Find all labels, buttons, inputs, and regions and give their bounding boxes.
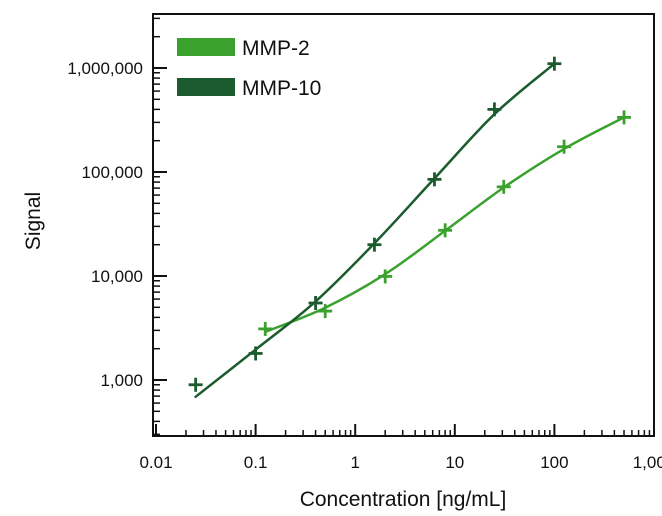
data-point-mmp-10 bbox=[427, 172, 442, 187]
x-tick-label: 0.1 bbox=[244, 453, 268, 472]
fit-curve-mmp-10 bbox=[194, 62, 556, 399]
legend-label-mmp-10: MMP-10 bbox=[242, 77, 321, 100]
x-tick-label: 1,000 bbox=[633, 453, 662, 472]
data-point-mmp-10 bbox=[188, 377, 203, 392]
fit-curves bbox=[194, 62, 626, 399]
data-point-mmp-2 bbox=[496, 179, 511, 194]
y-tick-label: 1,000,000 bbox=[67, 59, 143, 78]
data-point-mmp-2 bbox=[258, 321, 273, 336]
data-point-mmp-10 bbox=[248, 346, 263, 361]
data-point-mmp-2 bbox=[617, 110, 632, 125]
data-point-mmp-10 bbox=[487, 102, 502, 117]
legend-swatch-mmp-2 bbox=[177, 38, 235, 56]
legend-swatch-mmp-10 bbox=[177, 78, 235, 96]
data-point-mmp-2 bbox=[318, 304, 333, 319]
legend: MMP-2 MMP-10 bbox=[177, 37, 321, 100]
x-tick-label: 0.01 bbox=[139, 453, 172, 472]
data-points bbox=[188, 56, 632, 392]
data-point-mmp-10 bbox=[308, 296, 323, 311]
y-tick-label: 10,000 bbox=[91, 267, 143, 286]
plot-frame bbox=[152, 13, 655, 437]
x-tick-label: 100 bbox=[540, 453, 568, 472]
legend-label-mmp-2: MMP-2 bbox=[242, 37, 310, 60]
y-tick-label: 100,000 bbox=[82, 163, 143, 182]
axes bbox=[152, 13, 655, 437]
data-point-mmp-2 bbox=[557, 139, 572, 154]
x-axis-title: Concentration [ng/mL] bbox=[300, 488, 507, 511]
y-tick-label: 1,000 bbox=[100, 371, 143, 390]
data-point-mmp-2 bbox=[378, 269, 393, 284]
data-point-mmp-2 bbox=[438, 223, 453, 238]
data-point-mmp-10 bbox=[547, 56, 562, 71]
x-tick-label: 1 bbox=[350, 453, 359, 472]
data-point-mmp-10 bbox=[367, 237, 382, 252]
y-axis-title: Signal bbox=[22, 192, 45, 250]
tick-marks: 0.01 0.1 1 10 100 1,000 1,000 10,000 100,000 1,00… bbox=[67, 17, 662, 472]
x-tick-label: 10 bbox=[445, 453, 464, 472]
